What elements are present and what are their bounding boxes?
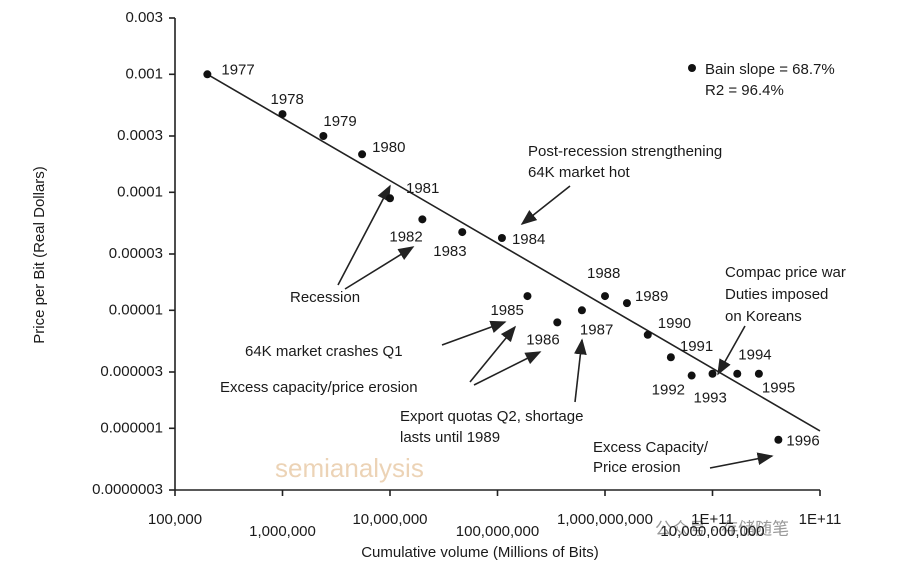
point (577, 306, 586, 315)
x-tick-label: 100,000,000 (456, 523, 539, 540)
arrow (473, 351, 542, 386)
point-label: 1996 (786, 433, 819, 450)
point-label: 1980 (372, 139, 405, 156)
arrow (441, 320, 507, 346)
point-label: 1991 (680, 338, 713, 355)
point-label: 1982 (389, 228, 422, 245)
point (418, 215, 427, 224)
point (666, 353, 675, 362)
annotation: on Koreans (725, 308, 802, 325)
arrow (717, 325, 746, 376)
point (386, 194, 394, 203)
y-tick-label: 0.001 (125, 65, 163, 82)
trend-line (206, 73, 821, 432)
x-tick-label: 1E+11 (799, 511, 842, 528)
point (643, 330, 652, 339)
arrow (337, 184, 391, 286)
point-label: 1986 (526, 331, 559, 348)
point (687, 371, 696, 380)
arrow (469, 325, 517, 383)
point-label: 1995 (762, 380, 795, 397)
legend-dot (688, 64, 696, 72)
y-tick-label: 0.0001 (117, 183, 163, 200)
point-label: 1984 (512, 231, 545, 248)
point-label: 1992 (652, 382, 685, 399)
fit-stat: Bain slope = 68.7% (705, 61, 835, 78)
point (553, 318, 562, 327)
point-label: 1993 (694, 390, 727, 407)
x-tick-label: 1E+11 (691, 511, 734, 528)
point (774, 435, 783, 444)
x-tick-label: 1,000,000,000 (557, 511, 653, 528)
point (358, 150, 367, 159)
point-label: 1979 (323, 113, 356, 130)
point-label: 1985 (490, 302, 523, 319)
point (458, 228, 467, 237)
annotation: Compac price war (725, 264, 846, 281)
point (754, 369, 763, 378)
point (601, 292, 609, 301)
point-label: 1987 (580, 321, 613, 338)
point-label: 1990 (658, 315, 691, 332)
arrow (520, 185, 571, 225)
point (523, 292, 532, 301)
point (708, 369, 717, 378)
annotation: 64K market hot (528, 164, 631, 181)
point (319, 132, 328, 140)
x-tick-label: 1,000,000 (249, 523, 316, 540)
y-tick-label: 0.00001 (109, 301, 163, 318)
watermark: semianalysis (275, 453, 424, 483)
annotation: Price erosion (593, 459, 681, 476)
annotation: lasts until 1989 (400, 429, 500, 446)
point-label: 1977 (221, 61, 254, 78)
annotation: Recession (290, 289, 360, 306)
annotation: Duties imposed (725, 286, 828, 303)
point-label: 1978 (271, 91, 304, 108)
annotation: Post-recession strengthening (528, 143, 722, 160)
y-axis-title: Price per Bit (Real Dollars) (31, 166, 48, 344)
point-label: 1983 (433, 243, 466, 260)
arrow (574, 338, 587, 403)
annotation: Excess capacity/price erosion (220, 379, 418, 396)
y-tick-label: 0.00003 (109, 245, 163, 262)
point-label: 1988 (587, 265, 620, 282)
fit-stat: R2 = 96.4% (705, 82, 784, 99)
x-tick-label: 100,000 (148, 511, 202, 528)
annotation: 64K market crashes Q1 (245, 343, 403, 360)
point (497, 233, 506, 242)
annotation: Excess Capacity/ (593, 439, 709, 456)
point (733, 369, 742, 378)
x-tick-label: 10,000,000 (352, 511, 427, 528)
point (278, 110, 287, 119)
x-tick-label: 10,000,000,000 (660, 523, 764, 540)
point-label: 1981 (406, 180, 439, 197)
y-tick-label: 0.0003 (117, 127, 163, 144)
y-tick-label: 0.003 (125, 9, 163, 26)
point-label: 1994 (738, 347, 771, 364)
point (203, 70, 212, 79)
x-axis-title: Cumulative volume (Millions of Bits) (361, 544, 599, 561)
point-label: 1989 (635, 288, 668, 305)
y-tick-label: 0.000003 (100, 363, 163, 380)
point (622, 299, 631, 308)
y-tick-label: 0.0000003 (92, 481, 163, 498)
watermark: 公众号 · 存储随笔 (655, 519, 789, 538)
y-tick-label: 0.000001 (100, 419, 163, 436)
arrow (344, 246, 415, 290)
arrow (709, 452, 774, 469)
annotation: Export quotas Q2, shortage (400, 408, 583, 425)
